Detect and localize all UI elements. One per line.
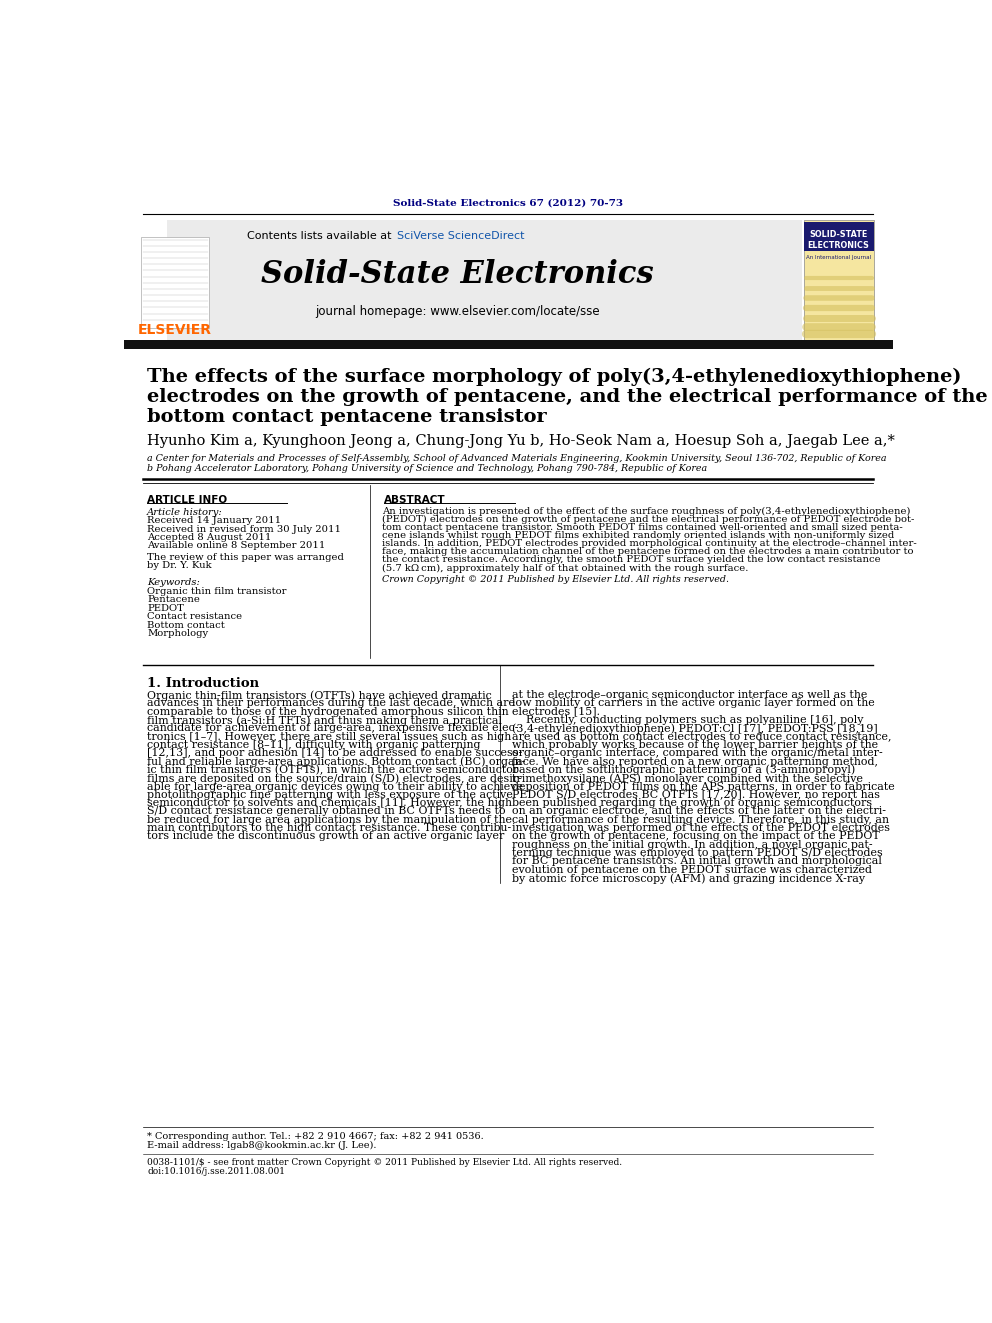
Text: Keywords:: Keywords: xyxy=(147,578,200,587)
Text: An International Journal: An International Journal xyxy=(806,255,871,259)
Text: PEDOT S/D electrodes BC OTFTs [17,20]. However, no report has: PEDOT S/D electrodes BC OTFTs [17,20]. H… xyxy=(512,790,880,800)
Text: Crown Copyright © 2011 Published by Elsevier Ltd. All rights reserved.: Crown Copyright © 2011 Published by Else… xyxy=(382,574,729,583)
Text: based on the softlithographic patterning of a (3-aminopropyl): based on the softlithographic patterning… xyxy=(512,765,855,775)
Text: Bottom contact: Bottom contact xyxy=(147,620,225,630)
Text: are used as bottom contact electrodes to reduce contact resistance,: are used as bottom contact electrodes to… xyxy=(512,732,891,742)
Text: islands. In addition, PEDOT electrodes provided morphological continuity at the : islands. In addition, PEDOT electrodes p… xyxy=(382,540,917,548)
Text: terning technique was employed to pattern PEDOT S/D electrodes: terning technique was employed to patter… xyxy=(512,848,882,859)
Text: Article history:: Article history: xyxy=(147,508,223,517)
Text: Solid-State Electronics 67 (2012) 70-73: Solid-State Electronics 67 (2012) 70-73 xyxy=(394,198,623,208)
Bar xyxy=(804,221,874,340)
Text: (5.7 kΩ cm), approximately half of that obtained with the rough surface.: (5.7 kΩ cm), approximately half of that … xyxy=(382,564,748,573)
Text: An investigation is presented of the effect of the surface roughness of poly(3,4: An investigation is presented of the eff… xyxy=(382,507,911,516)
Text: electrodes [15].: electrodes [15]. xyxy=(512,706,599,717)
Text: b Pohang Accelerator Laboratory, Pohang University of Science and Technology, Po: b Pohang Accelerator Laboratory, Pohang … xyxy=(147,464,707,474)
Text: E-mail address: lgab8@kookmin.ac.kr (J. Lee).: E-mail address: lgab8@kookmin.ac.kr (J. … xyxy=(147,1142,377,1151)
Bar xyxy=(124,340,893,349)
Text: Available online 8 September 2011: Available online 8 September 2011 xyxy=(147,541,325,549)
Text: films are deposited on the source/drain (S/D) electrodes, are desir-: films are deposited on the source/drain … xyxy=(147,773,522,783)
Text: which probably works because of the lower barrier heights of the: which probably works because of the lowe… xyxy=(512,740,878,750)
Text: (PEDOT) electrodes on the growth of pentacene and the electrical performance of : (PEDOT) electrodes on the growth of pent… xyxy=(382,515,915,524)
Text: ABSTRACT: ABSTRACT xyxy=(384,495,445,505)
Text: tom contact pentacene transistor. Smooth PEDOT films contained well-oriented and: tom contact pentacene transistor. Smooth… xyxy=(382,523,903,532)
Text: a Center for Materials and Processes of Self-Assembly, School of Advanced Materi: a Center for Materials and Processes of … xyxy=(147,454,887,463)
Text: on the growth of pentacene, focusing on the impact of the PEDOT: on the growth of pentacene, focusing on … xyxy=(512,831,879,841)
Text: tronics [1–7]. However, there are still several issues such as high: tronics [1–7]. However, there are still … xyxy=(147,732,512,742)
Text: Organic thin-film transistors (OTFTs) have achieved dramatic: Organic thin-film transistors (OTFTs) ha… xyxy=(147,691,492,701)
Text: trimethoxysilane (APS) monolayer combined with the selective: trimethoxysilane (APS) monolayer combine… xyxy=(512,773,862,783)
Text: PEDOT: PEDOT xyxy=(147,603,185,613)
Text: on an organic electrode, and the effects of the latter on the electri-: on an organic electrode, and the effects… xyxy=(512,807,886,816)
Text: contact resistance [8–11], difficulty with organic patterning: contact resistance [8–11], difficulty wi… xyxy=(147,740,481,750)
Text: The effects of the surface morphology of poly(3,4-ethylenedioxythiophene): The effects of the surface morphology of… xyxy=(147,368,962,386)
Text: main contributors to the high contact resistance. These contribu-: main contributors to the high contact re… xyxy=(147,823,512,833)
Text: SciVerse ScienceDirect: SciVerse ScienceDirect xyxy=(397,230,525,241)
Text: candidate for achievement of large-area, inexpensive flexible elec-: candidate for achievement of large-area,… xyxy=(147,724,519,733)
Text: SOLID-STATE
ELECTRONICS: SOLID-STATE ELECTRONICS xyxy=(807,230,869,250)
Text: Organic thin film transistor: Organic thin film transistor xyxy=(147,587,287,595)
Text: film transistors (a-Si:H TFTs) and thus making them a practical: film transistors (a-Si:H TFTs) and thus … xyxy=(147,714,502,725)
Text: cal performance of the resulting device. Therefore, in this study, an: cal performance of the resulting device.… xyxy=(512,815,889,824)
Text: been published regarding the growth of organic semiconductors: been published regarding the growth of o… xyxy=(512,798,872,808)
Text: photolithographic fine patterning with less exposure of the active: photolithographic fine patterning with l… xyxy=(147,790,513,800)
Text: tors include the discontinuous growth of an active organic layer: tors include the discontinuous growth of… xyxy=(147,831,505,841)
Text: Recently, conducting polymers such as polyaniline [16], poly: Recently, conducting polymers such as po… xyxy=(512,714,863,725)
Text: face, making the accumulation channel of the pentacene formed on the electrodes : face, making the accumulation channel of… xyxy=(382,548,914,556)
Bar xyxy=(804,222,874,251)
Text: The review of this paper was arranged: The review of this paper was arranged xyxy=(147,553,344,562)
Text: by atomic force microscopy (AFM) and grazing incidence X-ray: by atomic force microscopy (AFM) and gra… xyxy=(512,873,865,884)
Text: for BC pentacene transistors. An initial growth and morphological: for BC pentacene transistors. An initial… xyxy=(512,856,881,867)
Text: by Dr. Y. Kuk: by Dr. Y. Kuk xyxy=(147,561,212,570)
Text: ful and reliable large-area applications. Bottom contact (BC) organ-: ful and reliable large-area applications… xyxy=(147,757,526,767)
Text: Morphology: Morphology xyxy=(147,630,208,638)
Text: Solid-State Electronics: Solid-State Electronics xyxy=(261,259,654,290)
Text: Received 14 January 2011: Received 14 January 2011 xyxy=(147,516,282,525)
Bar xyxy=(167,221,803,340)
Text: * Corresponding author. Tel.: +82 2 910 4667; fax: +82 2 941 0536.: * Corresponding author. Tel.: +82 2 910 … xyxy=(147,1132,484,1140)
Text: Accepted 8 August 2011: Accepted 8 August 2011 xyxy=(147,533,272,541)
Text: bottom contact pentacene transistor: bottom contact pentacene transistor xyxy=(147,409,547,426)
Text: be reduced for large area applications by the manipulation of the: be reduced for large area applications b… xyxy=(147,815,512,824)
Text: roughness on the initial growth. In addition, a novel organic pat-: roughness on the initial growth. In addi… xyxy=(512,840,872,849)
Text: ic thin film transistors (OTFTs), in which the active semiconductor: ic thin film transistors (OTFTs), in whi… xyxy=(147,765,519,775)
Text: face. We have also reported on a new organic patterning method,: face. We have also reported on a new org… xyxy=(512,757,878,766)
Text: 0038-1101/$ - see front matter Crown Copyright © 2011 Published by Elsevier Ltd.: 0038-1101/$ - see front matter Crown Cop… xyxy=(147,1158,622,1167)
Text: (3,4-ethylenedioxythiophene) PEDOT:Cl [17], PEDOT:PSS [18,19]: (3,4-ethylenedioxythiophene) PEDOT:Cl [1… xyxy=(512,724,877,734)
Text: ELSEVIER: ELSEVIER xyxy=(138,323,212,337)
Bar xyxy=(141,237,209,328)
Text: [12,13], and poor adhesion [14] to be addressed to enable success-: [12,13], and poor adhesion [14] to be ad… xyxy=(147,749,523,758)
Text: low mobility of carriers in the active organic layer formed on the: low mobility of carriers in the active o… xyxy=(512,699,874,708)
Text: ARTICLE INFO: ARTICLE INFO xyxy=(147,495,227,505)
Text: investigation was performed of the effects of the PEDOT electrodes: investigation was performed of the effec… xyxy=(512,823,890,833)
Text: Contents lists available at: Contents lists available at xyxy=(247,230,395,241)
Text: cene islands whilst rough PEDOT films exhibited randomly oriented islands with n: cene islands whilst rough PEDOT films ex… xyxy=(382,531,895,540)
Text: the contact resistance. Accordingly, the smooth PEDOT surface yielded the low co: the contact resistance. Accordingly, the… xyxy=(382,556,881,565)
Text: semiconductor to solvents and chemicals [11]. However, the high: semiconductor to solvents and chemicals … xyxy=(147,798,512,808)
Text: electrodes on the growth of pentacene, and the electrical performance of the: electrodes on the growth of pentacene, a… xyxy=(147,388,988,406)
Text: Received in revised form 30 July 2011: Received in revised form 30 July 2011 xyxy=(147,524,341,533)
Text: Hyunho Kim a, Kyunghoon Jeong a, Chung-Jong Yu b, Ho-Seok Nam a, Hoesup Soh a, J: Hyunho Kim a, Kyunghoon Jeong a, Chung-J… xyxy=(147,434,895,448)
Text: journal homepage: www.elsevier.com/locate/sse: journal homepage: www.elsevier.com/locat… xyxy=(314,304,599,318)
Text: comparable to those of the hydrogenated amorphous silicon thin: comparable to those of the hydrogenated … xyxy=(147,706,509,717)
Text: deposition of PEDOT films on the APS patterns, in order to fabricate: deposition of PEDOT films on the APS pat… xyxy=(512,782,894,791)
Text: able for large-area organic devices owing to their ability to achieve: able for large-area organic devices owin… xyxy=(147,782,523,791)
Text: doi:10.1016/j.sse.2011.08.001: doi:10.1016/j.sse.2011.08.001 xyxy=(147,1167,286,1176)
Text: organic–organic interface, compared with the organic/metal inter-: organic–organic interface, compared with… xyxy=(512,749,882,758)
Text: evolution of pentacene on the PEDOT surface was characterized: evolution of pentacene on the PEDOT surf… xyxy=(512,865,872,875)
Text: advances in their performances during the last decade, which are: advances in their performances during th… xyxy=(147,699,515,708)
Text: 1. Introduction: 1. Introduction xyxy=(147,677,259,691)
Text: Contact resistance: Contact resistance xyxy=(147,613,242,622)
Text: S/D contact resistance generally obtained in BC OTFTs needs to: S/D contact resistance generally obtaine… xyxy=(147,807,506,816)
Text: Pentacene: Pentacene xyxy=(147,595,200,605)
Text: at the electrode–organic semiconductor interface as well as the: at the electrode–organic semiconductor i… xyxy=(512,691,867,700)
